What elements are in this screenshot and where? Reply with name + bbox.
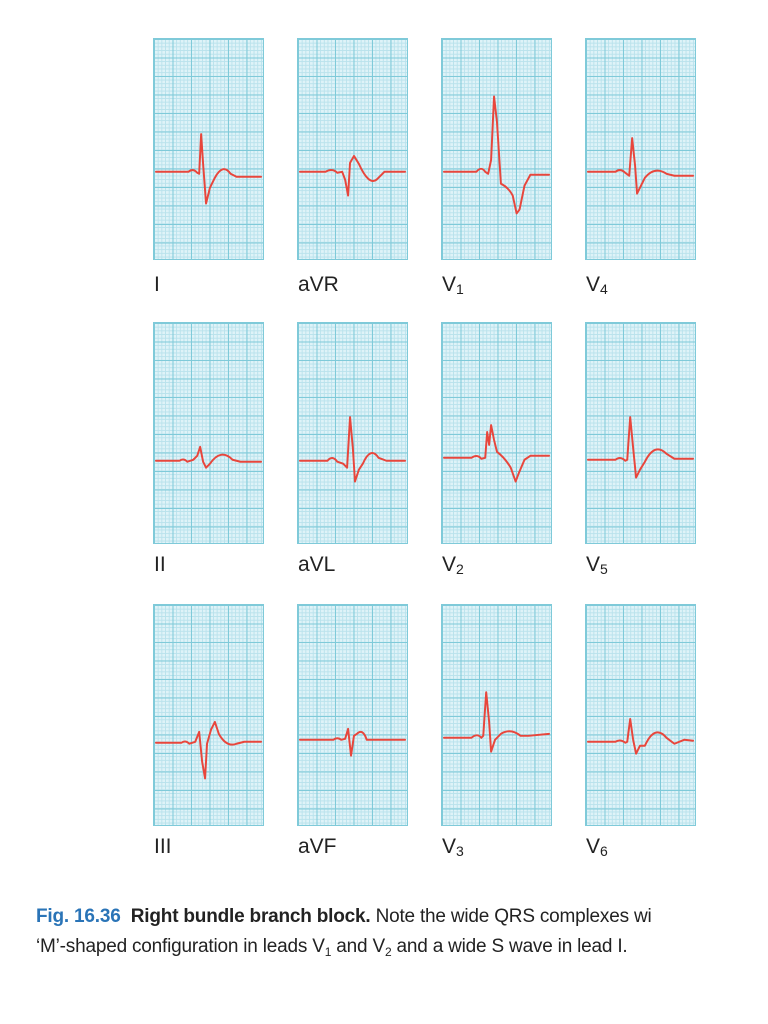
lead-label-V4: V4	[586, 274, 608, 296]
lead-label-subscript: 4	[600, 281, 608, 297]
ecg-panel-I	[153, 38, 264, 260]
lead-label-I: I	[154, 274, 160, 295]
lead-label-text: III	[154, 835, 172, 858]
ecg-trace-svg	[154, 720, 263, 780]
lead-label-text: V	[442, 273, 457, 296]
ecg-trace-svg	[298, 154, 407, 197]
ecg-trace-V3	[442, 691, 551, 753]
figure-title: Right bundle branch block.	[130, 906, 371, 927]
lead-label-text: V	[442, 553, 457, 576]
figure-number: Fig. 16.36	[36, 906, 121, 927]
ecg-trace-svg	[442, 424, 551, 483]
lead-label-subscript: 1	[456, 281, 464, 297]
ecg-trace-svg	[154, 445, 263, 469]
ecg-trace-aVL	[298, 416, 407, 483]
ecg-trace-svg	[586, 137, 695, 195]
lead-label-subscript: 6	[600, 843, 608, 859]
ecg-panel-aVR	[297, 38, 408, 260]
ecg-trace-svg	[442, 691, 551, 753]
ecg-trace-V5	[586, 416, 695, 479]
ecg-trace-svg	[154, 133, 263, 205]
lead-label-text: aVR	[298, 273, 339, 296]
ecg-trace-II	[154, 445, 263, 469]
lead-label-aVL: aVL	[298, 554, 335, 575]
ecg-panel-V4	[585, 38, 696, 260]
ecg-trace-I	[154, 133, 263, 205]
ecg-trace-V1	[442, 95, 551, 215]
lead-label-V1: V1	[442, 274, 464, 296]
lead-label-subscript: 3	[456, 843, 464, 859]
caption-text-line1: Note the wide QRS complexes wi	[370, 906, 652, 927]
ecg-trace-svg	[586, 416, 695, 479]
ecg-panel-III	[153, 604, 264, 826]
ecg-panel-V3	[441, 604, 552, 826]
lead-label-II: II	[154, 554, 166, 575]
lead-label-V2: V2	[442, 554, 464, 576]
caption-text-line2-a: ‘M’-shaped configuration in leads V	[36, 936, 325, 957]
ecg-trace-V6	[586, 717, 695, 755]
ecg-trace-V4	[586, 137, 695, 195]
lead-label-aVF: aVF	[298, 836, 337, 857]
caption-text-line2-b: and V	[331, 936, 385, 957]
caption-sub-1: 1	[324, 945, 332, 959]
ecg-trace-svg	[442, 95, 551, 215]
lead-label-subscript: 2	[456, 561, 464, 577]
lead-label-aVR: aVR	[298, 274, 339, 295]
ecg-panel-V5	[585, 322, 696, 544]
lead-label-III: III	[154, 836, 172, 857]
lead-label-V6: V6	[586, 836, 608, 858]
lead-label-text: aVL	[298, 553, 336, 576]
lead-label-text: aVF	[298, 835, 337, 858]
ecg-trace-svg	[298, 416, 407, 483]
lead-label-text: II	[154, 553, 166, 576]
lead-label-text: V	[586, 835, 601, 858]
ecg-trace-V2	[442, 424, 551, 483]
caption-sub-2: 2	[384, 945, 392, 959]
ecg-trace-aVF	[298, 727, 407, 757]
ecg-panel-aVL	[297, 322, 408, 544]
lead-label-text: I	[154, 273, 160, 296]
lead-label-subscript: 5	[600, 561, 608, 577]
figure-caption: Fig. 16.36 Right bundle branch block. No…	[36, 902, 736, 967]
ecg-panel-II	[153, 322, 264, 544]
lead-label-text: V	[586, 553, 601, 576]
caption-text-line2-c: and a wide S wave in lead I.	[391, 936, 628, 957]
ecg-trace-aVR	[298, 154, 407, 197]
ecg-panel-V1	[441, 38, 552, 260]
lead-label-text: V	[442, 835, 457, 858]
lead-label-text: V	[586, 273, 601, 296]
ecg-panel-aVF	[297, 604, 408, 826]
lead-label-V3: V3	[442, 836, 464, 858]
ecg-trace-svg	[298, 727, 407, 757]
lead-label-V5: V5	[586, 554, 608, 576]
ecg-panel-V2	[441, 322, 552, 544]
ecg-panel-V6	[585, 604, 696, 826]
ecg-trace-III	[154, 720, 263, 780]
ecg-trace-svg	[586, 717, 695, 755]
